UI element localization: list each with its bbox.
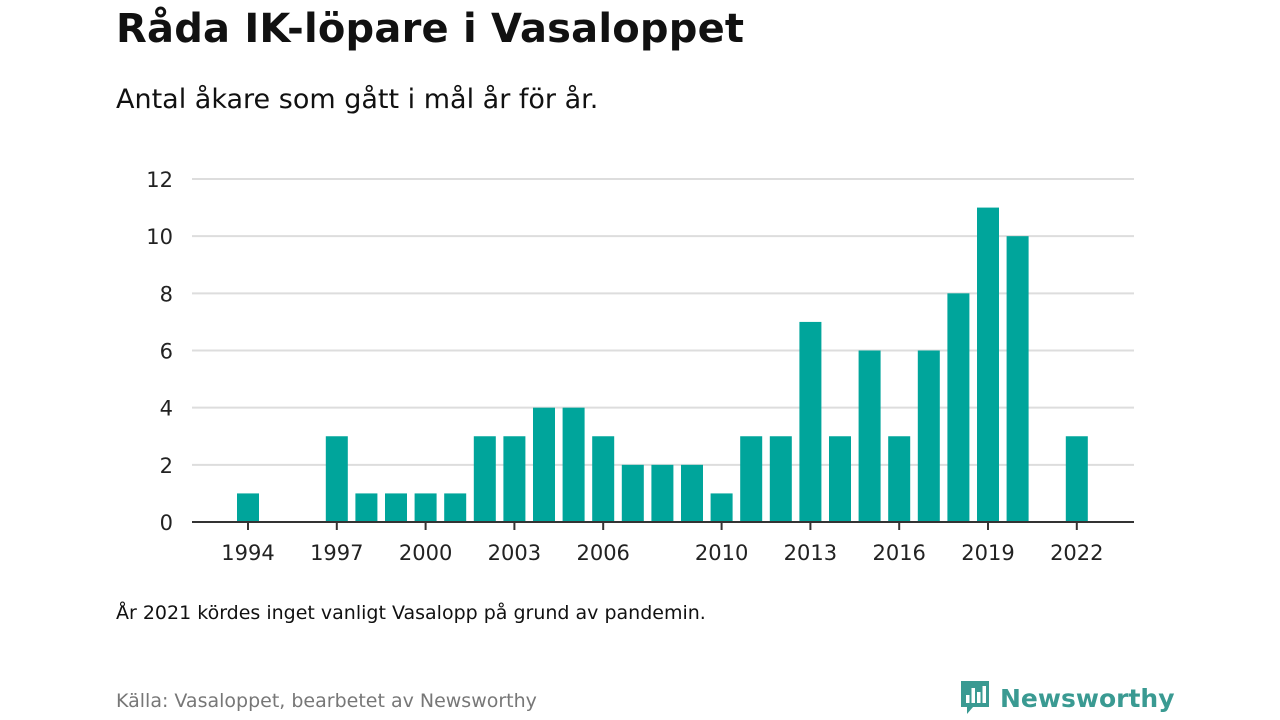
bar bbox=[1006, 236, 1029, 522]
bar bbox=[977, 207, 999, 523]
bar bbox=[325, 436, 348, 522]
bar bbox=[503, 436, 526, 522]
bar bbox=[592, 436, 615, 522]
x-tick-label: 2003 bbox=[488, 541, 541, 565]
bar bbox=[621, 464, 644, 522]
bar bbox=[858, 350, 881, 522]
bar bbox=[769, 436, 792, 522]
bar bbox=[385, 493, 407, 522]
bar bbox=[237, 493, 259, 522]
x-tick-label: 2013 bbox=[784, 541, 837, 565]
x-tick-label: 2016 bbox=[872, 541, 925, 565]
bar bbox=[1065, 436, 1088, 522]
bar bbox=[681, 464, 703, 522]
bar bbox=[947, 293, 970, 522]
newsworthy-logo-text: Newsworthy bbox=[1000, 683, 1175, 713]
y-tick-label: 12 bbox=[146, 168, 173, 192]
x-tick-label: 2022 bbox=[1050, 541, 1103, 565]
bar bbox=[799, 321, 822, 522]
bars bbox=[237, 207, 1088, 523]
bar bbox=[533, 407, 555, 522]
bar bbox=[710, 493, 733, 522]
x-tick-label: 2006 bbox=[576, 541, 629, 565]
y-tick-label: 4 bbox=[160, 397, 173, 421]
bar bbox=[651, 464, 674, 522]
y-tick-label: 6 bbox=[160, 340, 173, 364]
x-tick-label: 1997 bbox=[310, 541, 363, 565]
bar bbox=[355, 493, 378, 522]
newsworthy-logo: Newsworthy bbox=[958, 678, 1175, 718]
x-tick-label: 1994 bbox=[221, 541, 274, 565]
x-tick-label: 2000 bbox=[399, 541, 452, 565]
chart-note: År 2021 kördes inget vanligt Vasalopp på… bbox=[116, 602, 706, 624]
y-tick-label: 2 bbox=[160, 454, 173, 478]
source-text: Källa: Vasaloppet, bearbetet av Newswort… bbox=[116, 690, 537, 712]
bar bbox=[414, 493, 437, 522]
x-axis-ticks: 1994 1997 2000 2003 2006 2010 2013 2016 2019 2022 bbox=[221, 522, 1104, 565]
y-tick-label: 0 bbox=[160, 511, 173, 535]
bar bbox=[917, 350, 940, 522]
bar bbox=[562, 407, 585, 522]
bar bbox=[888, 436, 911, 522]
chart-title: Råda IK-löpare i Vasaloppet bbox=[116, 6, 745, 52]
y-tick-label: 10 bbox=[146, 225, 173, 249]
bar bbox=[473, 436, 496, 522]
y-tick-label: 8 bbox=[160, 282, 173, 306]
bar bbox=[444, 493, 467, 522]
x-tick-label: 2019 bbox=[961, 541, 1014, 565]
x-tick-label: 2010 bbox=[695, 541, 748, 565]
chart-subtitle: Antal åkare som gått i mål år för år. bbox=[116, 84, 599, 115]
bar-chart: 0 2 4 6 8 10 12 1994 1997 2000 2003 2006 2010 2013 20… bbox=[146, 168, 1134, 565]
newsworthy-logo-icon bbox=[961, 681, 989, 714]
y-axis-ticks: 0 2 4 6 8 10 12 bbox=[146, 168, 173, 535]
bar bbox=[829, 436, 851, 522]
bar bbox=[740, 436, 763, 522]
